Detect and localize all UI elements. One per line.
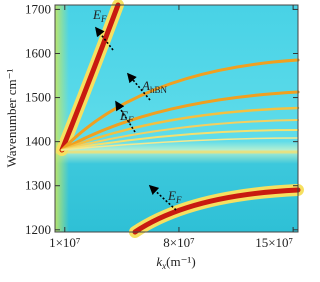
annotations: EF AhBN EF EF [92,7,182,205]
y-tick-label: 1600 [25,45,51,60]
y-axis-label: Wavenumber cm⁻¹ [4,68,19,167]
annotation-sub: F [100,14,107,24]
annotation: EF [92,7,107,24]
x-label-sub: x [161,261,166,271]
annotation-main: E [92,7,101,22]
y-tick-label: 1300 [25,178,51,193]
x-tick-label: 8×10⁷ [163,235,194,250]
annotation-sub: hBN [150,85,168,95]
annotation-main: E [167,188,176,203]
annotation: AhBN [141,78,167,95]
annotation-sub: F [127,115,134,125]
x-label-rest: (m⁻¹) [166,254,196,269]
annotation: EF [167,188,182,205]
annotation-main: E [119,108,128,123]
x-axis-label: kx(m⁻¹) [156,254,195,271]
y-tick-label: 1200 [25,222,51,237]
y-tick-label: 1400 [25,134,51,149]
y-tick-label: 1500 [25,90,51,105]
y-tick-label: 1700 [25,1,51,16]
annotation-main: A [141,78,150,93]
annotation: EF [119,108,134,125]
x-tick-label: 15×10⁷ [255,235,293,250]
x-tick-label: 1×10⁷ [49,235,80,250]
x-label-main: k [156,254,162,269]
heatmap-image [55,0,304,238]
chart: Wavenumber cm⁻¹ kx(m⁻¹) EF AhBN EF EF 12… [4,0,304,271]
plot-frame [54,4,299,233]
annotation-sub: F [175,195,182,205]
